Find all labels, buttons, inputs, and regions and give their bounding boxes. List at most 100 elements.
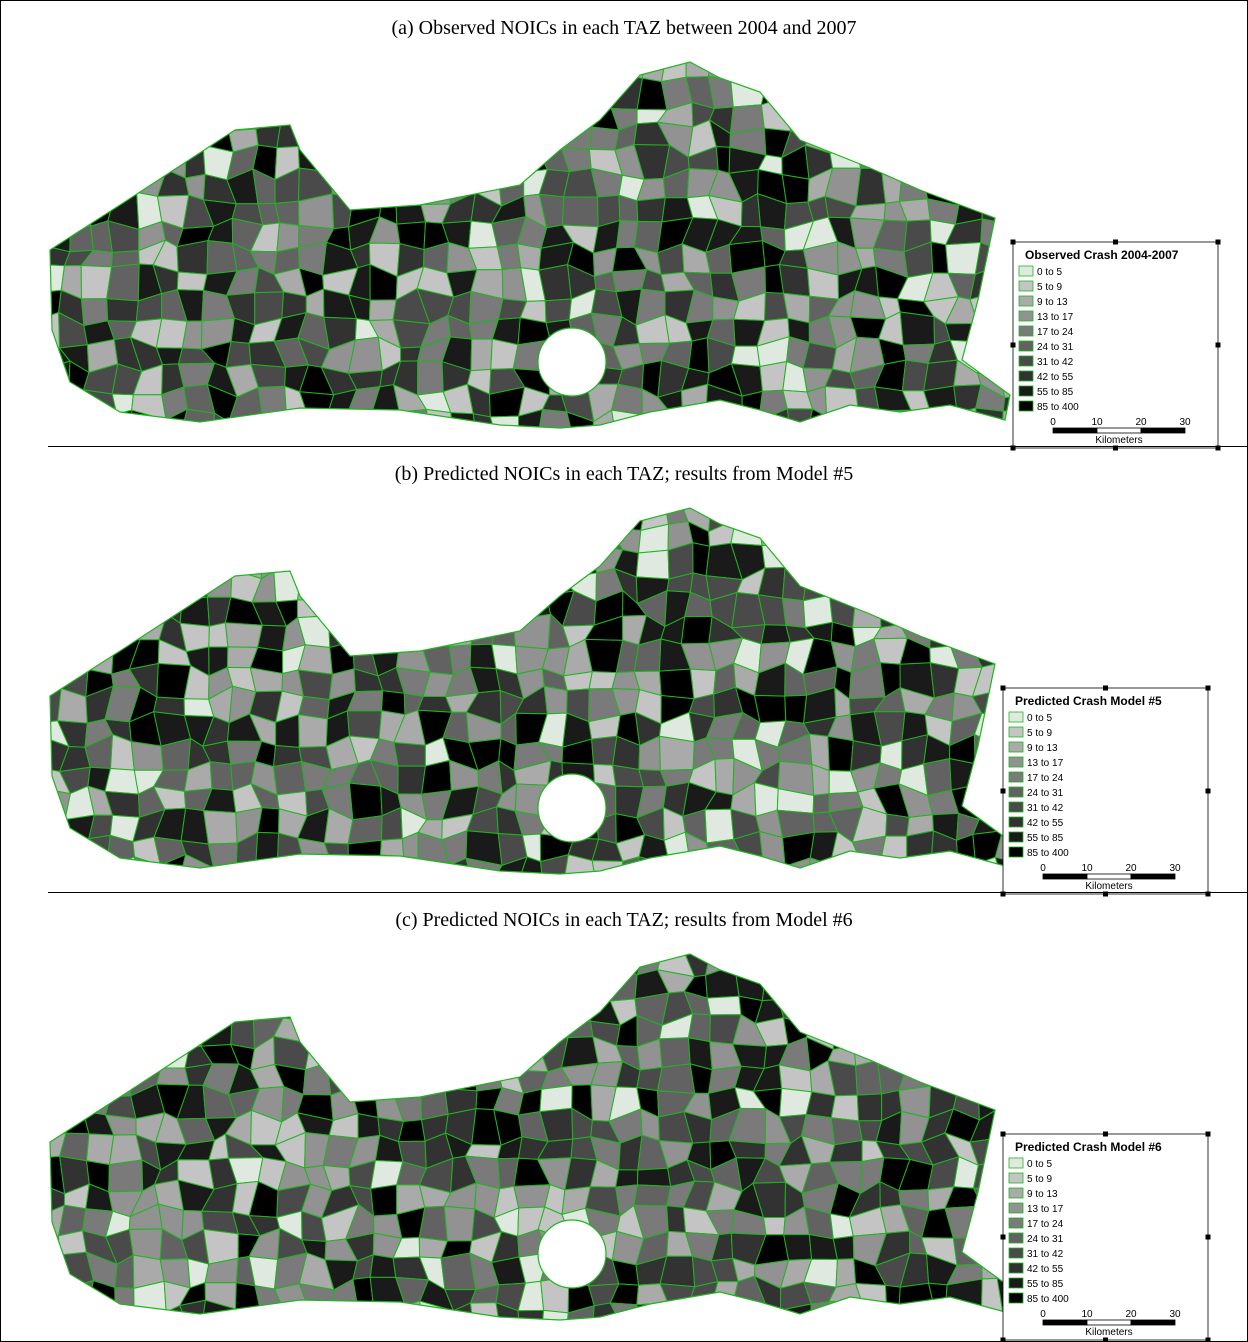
zone bbox=[209, 82, 235, 106]
zone bbox=[667, 1206, 686, 1233]
zone bbox=[369, 50, 404, 83]
zone bbox=[644, 1328, 666, 1342]
zone bbox=[89, 414, 117, 444]
zone bbox=[1005, 499, 1026, 522]
zone bbox=[423, 999, 454, 1018]
zone bbox=[381, 173, 396, 204]
zone bbox=[975, 1023, 1004, 1046]
zone bbox=[826, 1326, 857, 1342]
zone bbox=[476, 544, 495, 574]
zone bbox=[324, 998, 350, 1016]
zone bbox=[899, 496, 928, 531]
scale-tick-label: 0 bbox=[1040, 863, 1046, 874]
zone bbox=[371, 412, 399, 438]
legend-swatch bbox=[1009, 712, 1023, 722]
legend-swatch bbox=[1019, 386, 1033, 396]
zone bbox=[183, 942, 213, 971]
zone bbox=[825, 79, 853, 108]
zone bbox=[396, 435, 429, 461]
zone bbox=[70, 225, 94, 252]
zone bbox=[162, 567, 188, 602]
scale-tick-label: 0 bbox=[1050, 417, 1056, 428]
zone bbox=[500, 1326, 527, 1342]
zone bbox=[658, 1335, 691, 1342]
zone bbox=[616, 1327, 646, 1342]
zone bbox=[372, 855, 404, 887]
zone bbox=[929, 1283, 948, 1309]
zone bbox=[37, 520, 66, 550]
panel: (a) Observed NOICs in each TAZ between 2… bbox=[33, 17, 1220, 469]
zone bbox=[499, 151, 524, 181]
legend-label: 5 to 9 bbox=[1027, 1174, 1052, 1185]
scale-segment bbox=[1043, 874, 1087, 879]
zone bbox=[922, 74, 948, 109]
zone bbox=[803, 571, 833, 601]
zone bbox=[109, 1160, 143, 1192]
zone bbox=[853, 543, 887, 579]
zone bbox=[130, 969, 165, 1000]
map-figure: (a) Observed NOICs in each TAZ between 2… bbox=[0, 0, 1248, 1342]
zone bbox=[660, 1038, 691, 1068]
zone bbox=[787, 879, 812, 912]
zone bbox=[347, 855, 380, 887]
zone bbox=[137, 496, 166, 531]
zone bbox=[856, 168, 886, 206]
zone bbox=[468, 153, 501, 181]
zone bbox=[353, 504, 382, 531]
zone bbox=[358, 1114, 380, 1139]
zone bbox=[946, 100, 981, 130]
zone bbox=[108, 1016, 137, 1049]
zone bbox=[467, 993, 497, 1021]
zone bbox=[498, 1043, 525, 1070]
zone bbox=[851, 72, 883, 109]
zone bbox=[399, 570, 429, 600]
scale-segment bbox=[1141, 428, 1185, 433]
zone bbox=[518, 945, 550, 970]
zone bbox=[976, 342, 1007, 374]
zone bbox=[899, 943, 930, 976]
zone bbox=[207, 570, 232, 598]
legend-swatch bbox=[1019, 266, 1033, 276]
zone bbox=[85, 495, 118, 531]
zone bbox=[381, 435, 404, 461]
zone bbox=[884, 995, 906, 1026]
selection-handle bbox=[1001, 1338, 1006, 1342]
zone bbox=[947, 1062, 978, 1097]
zone bbox=[467, 503, 502, 532]
zone bbox=[253, 96, 284, 128]
legend-label: 24 to 31 bbox=[1037, 342, 1074, 353]
zone bbox=[449, 72, 473, 109]
selection-handle bbox=[1103, 1338, 1108, 1342]
zone bbox=[856, 122, 884, 153]
legend-swatch bbox=[1019, 281, 1033, 291]
selection-handle bbox=[1216, 240, 1221, 245]
zone bbox=[138, 567, 167, 602]
zone bbox=[708, 48, 735, 79]
zone bbox=[59, 495, 87, 530]
zone bbox=[189, 968, 205, 999]
zone bbox=[421, 1327, 451, 1342]
zone bbox=[82, 1013, 117, 1048]
zone bbox=[1018, 151, 1052, 179]
zone bbox=[496, 504, 518, 523]
zone bbox=[250, 965, 280, 1001]
zone bbox=[371, 625, 404, 651]
legend-label: 24 to 31 bbox=[1027, 1234, 1064, 1245]
legend-label: 13 to 17 bbox=[1037, 312, 1074, 323]
zone bbox=[875, 881, 903, 914]
zone bbox=[969, 499, 1006, 522]
zone bbox=[784, 77, 813, 107]
scale-unit: Kilometers bbox=[1085, 1327, 1132, 1338]
zone bbox=[782, 175, 809, 204]
zone bbox=[418, 100, 455, 133]
zone bbox=[185, 145, 205, 178]
zone bbox=[467, 970, 493, 1002]
zone bbox=[853, 576, 887, 600]
zone bbox=[86, 944, 115, 974]
zone bbox=[809, 858, 831, 891]
zone bbox=[830, 122, 858, 153]
zone bbox=[428, 544, 446, 573]
zone bbox=[250, 55, 279, 84]
zone bbox=[977, 180, 1006, 193]
zone bbox=[83, 100, 113, 125]
